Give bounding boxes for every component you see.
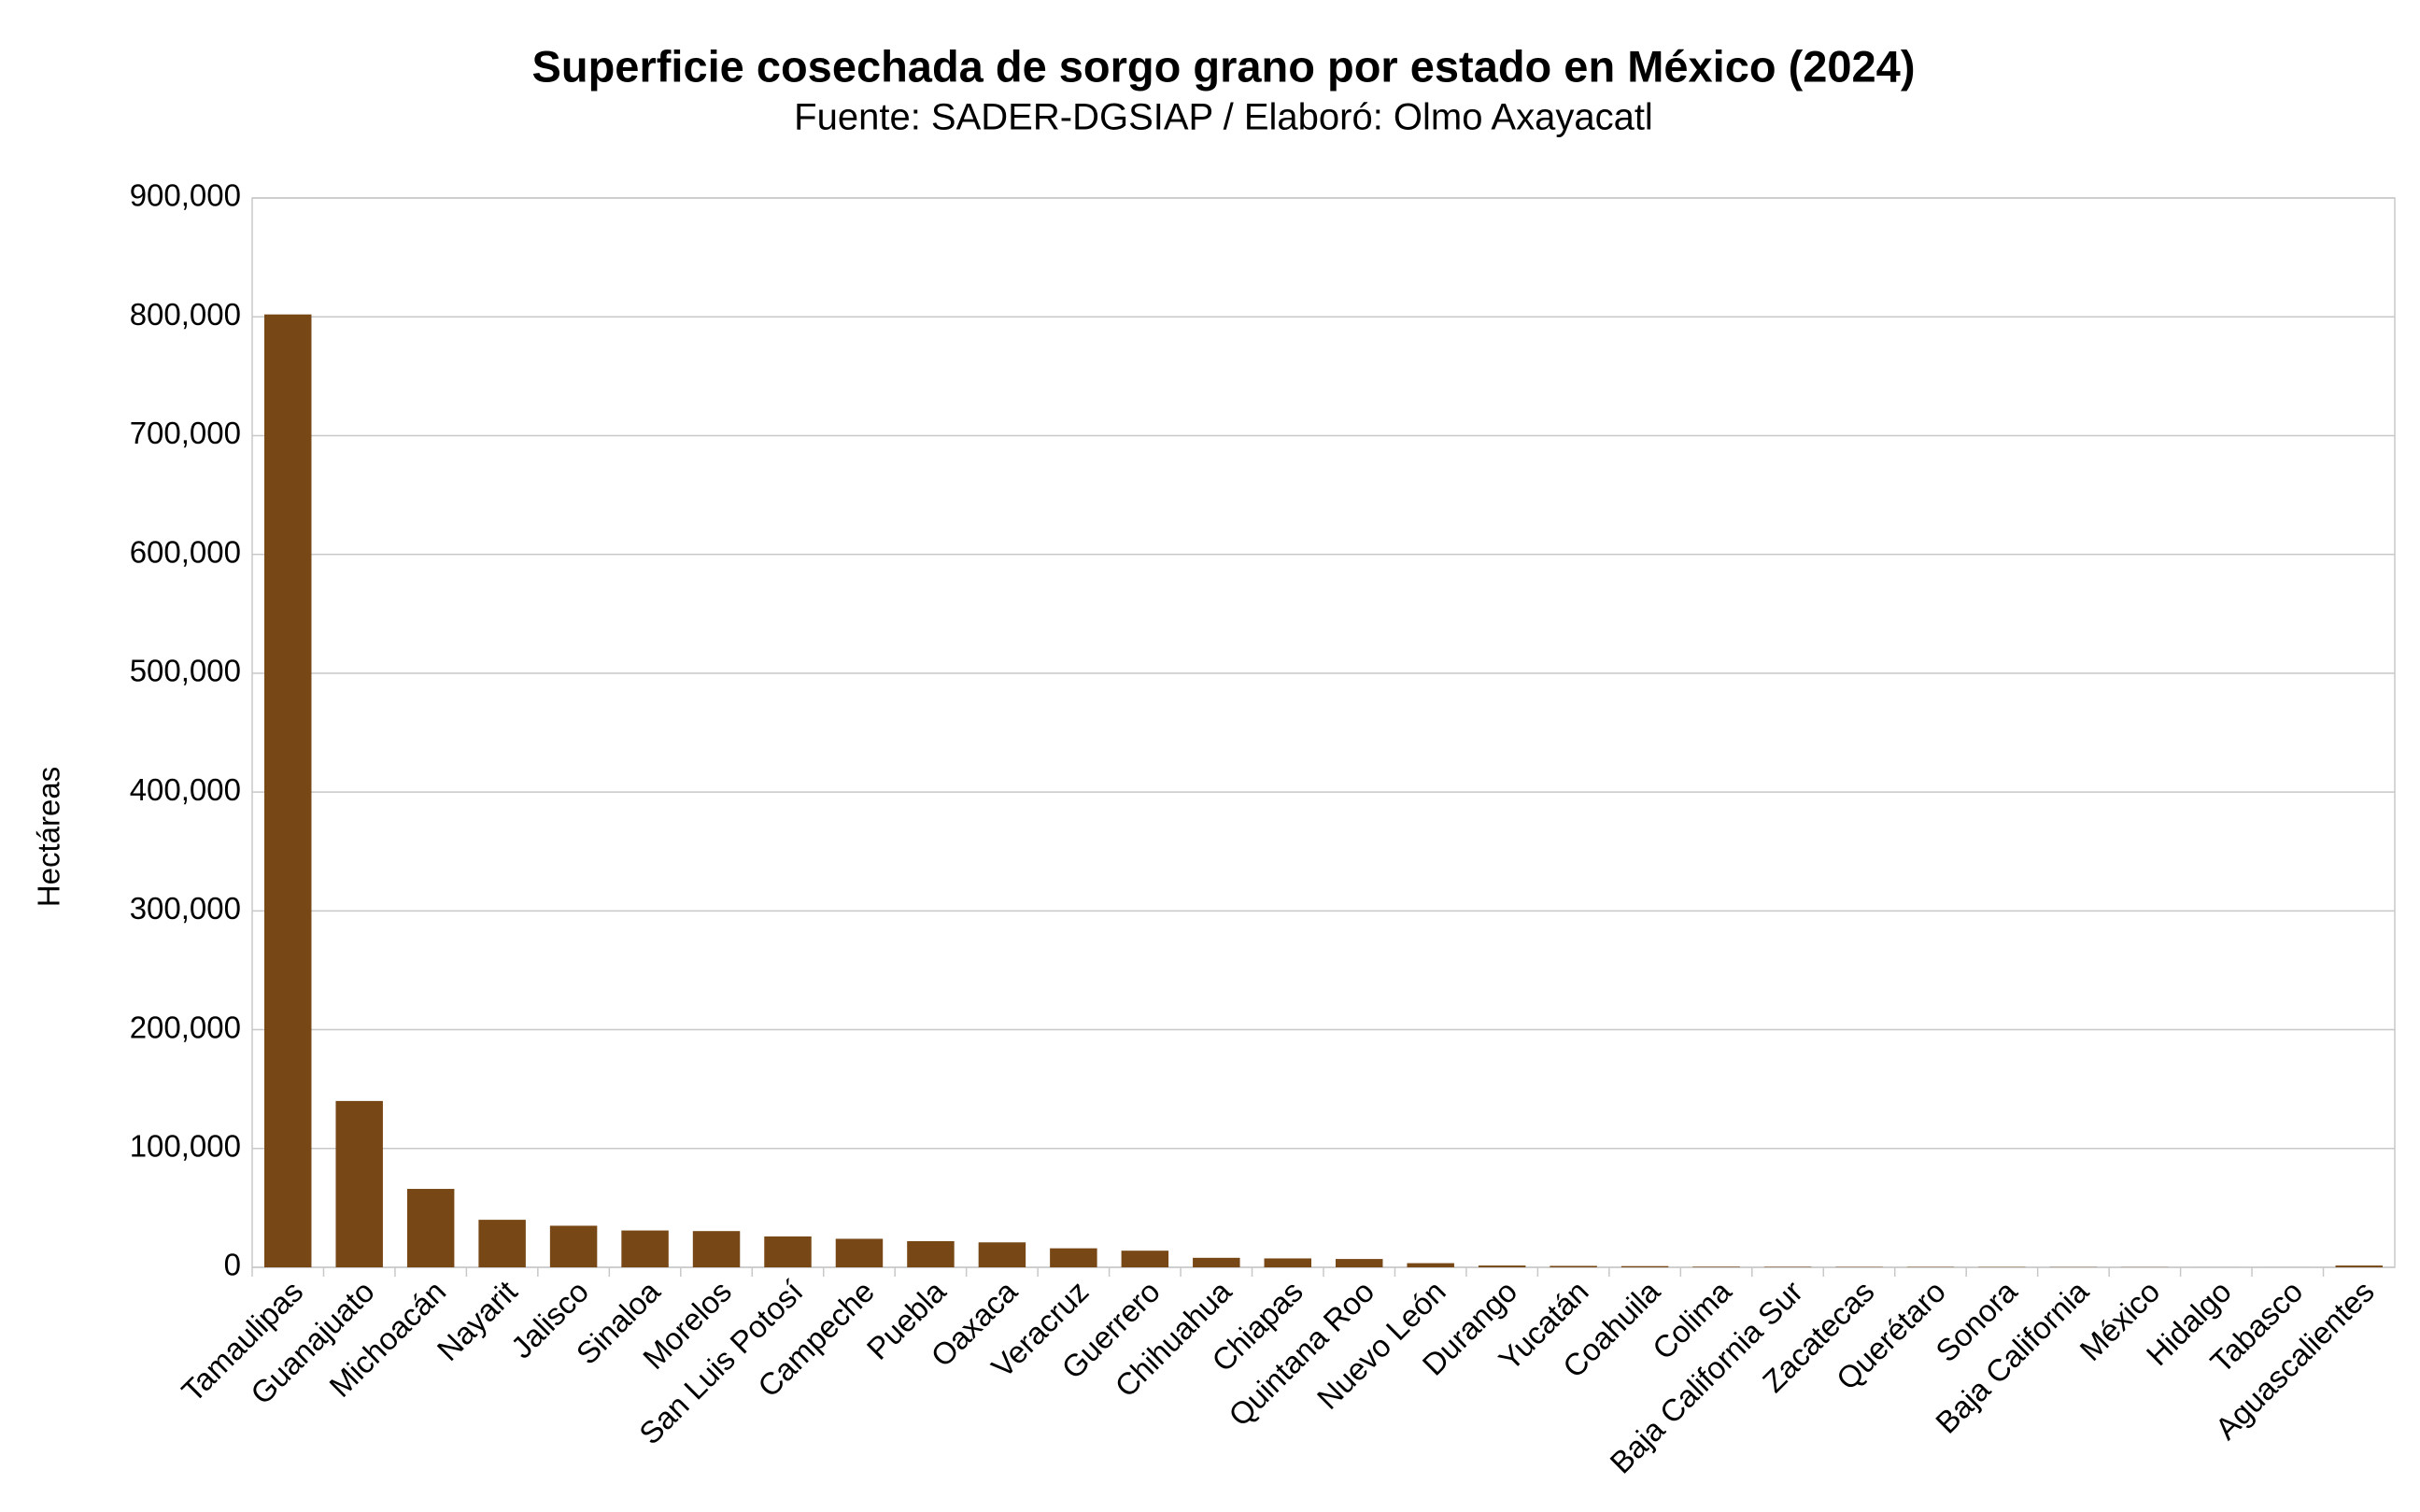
y-tick-label: 500,000 (130, 654, 241, 688)
bar (1478, 1265, 1526, 1267)
bar (406, 1189, 455, 1267)
y-tick-label: 100,000 (130, 1128, 241, 1163)
y-axis-title: Hectáreas (32, 767, 66, 907)
bar (263, 314, 312, 1268)
bar (907, 1241, 955, 1267)
bar (1121, 1251, 1169, 1267)
y-tick-label: 0 (224, 1248, 241, 1282)
bar (1335, 1259, 1383, 1267)
bar (764, 1236, 812, 1267)
bar (835, 1238, 884, 1267)
bar (1264, 1258, 1312, 1267)
y-tick-label: 300,000 (130, 891, 241, 926)
x-tick-label: Nayarit (431, 1274, 524, 1367)
bar (1763, 1266, 1812, 1267)
y-tick-label: 700,000 (130, 416, 241, 450)
y-tick-label: 900,000 (130, 178, 241, 213)
bar (549, 1225, 598, 1267)
bar (1692, 1266, 1740, 1267)
bar (478, 1220, 526, 1267)
bar (2335, 1265, 2384, 1267)
y-tick-label: 400,000 (130, 772, 241, 807)
bar (1620, 1265, 1669, 1267)
plot-area (251, 197, 2396, 1268)
bar (621, 1230, 669, 1267)
bar (1193, 1257, 1240, 1267)
chart-title: Superficie cosechada de sorgo grano por … (532, 41, 1916, 91)
y-tick-label: 200,000 (130, 1010, 241, 1044)
bar (1550, 1265, 1597, 1267)
bar (335, 1100, 383, 1267)
bar (692, 1231, 741, 1267)
bar (1407, 1263, 1454, 1267)
chart-subtitle: Fuente: SADER-DGSIAP / Elaboró: Olmo Axa… (794, 97, 1653, 138)
bar (1050, 1248, 1097, 1267)
bar (978, 1242, 1026, 1267)
y-tick-label: 800,000 (130, 297, 241, 332)
y-tick-label: 600,000 (130, 534, 241, 569)
